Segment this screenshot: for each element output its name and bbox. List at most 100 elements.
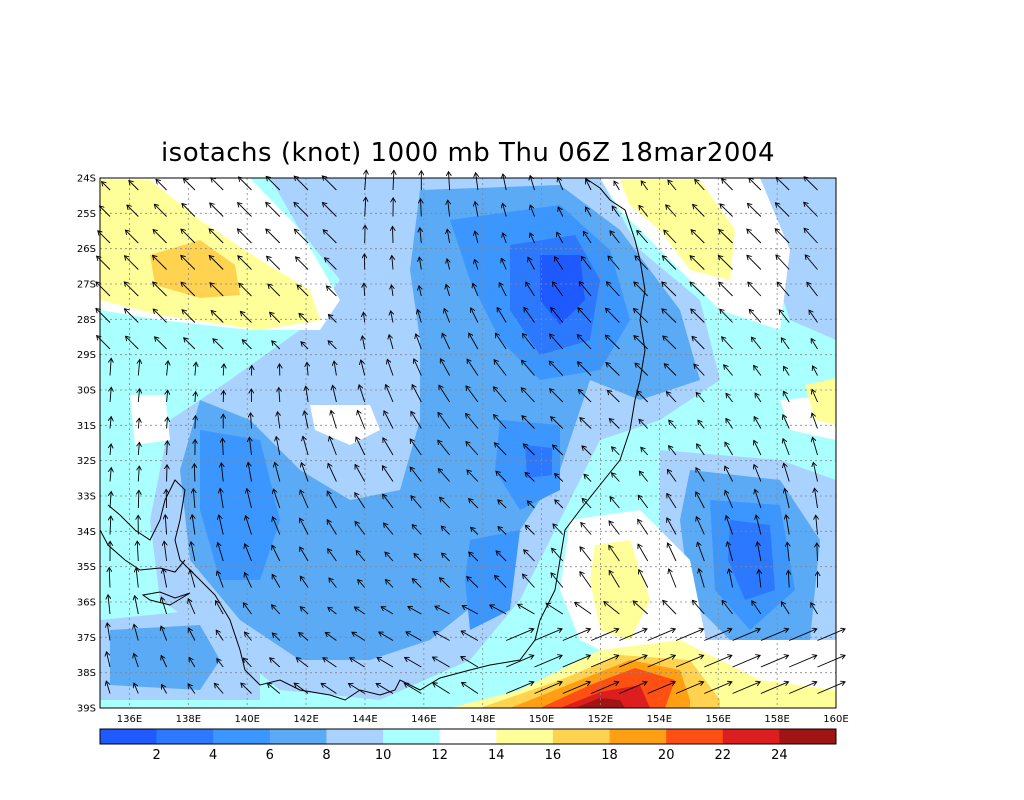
- wind-arrow: [634, 336, 649, 350]
- lat-label: 26S: [77, 244, 96, 255]
- wind-arrow: [221, 463, 223, 482]
- band-red: [560, 685, 650, 708]
- wind-arrow: [805, 255, 818, 270]
- wind-arrow: [581, 523, 592, 535]
- lat-label: 38S: [77, 668, 96, 679]
- wind-arrow: [167, 390, 168, 403]
- colorbar-label: 6: [266, 748, 274, 763]
- wind-arrow: [136, 568, 138, 588]
- wind-arrow: [433, 657, 450, 668]
- wind-arrow: [190, 570, 196, 588]
- wind-arrow: [558, 207, 564, 217]
- lon-label: 152E: [588, 714, 613, 725]
- wind-arrow: [110, 387, 111, 403]
- wind-arrow: [606, 308, 620, 323]
- wind-arrow: [301, 463, 309, 482]
- wind-arrow: [641, 447, 649, 456]
- wind-arrow: [359, 385, 366, 403]
- wind-arrow: [775, 229, 790, 244]
- wind-arrow: [466, 386, 479, 403]
- wind-arrow: [167, 417, 168, 429]
- wind-arrow: [239, 283, 252, 297]
- wind-arrow: [448, 200, 450, 217]
- wind-arrow: [607, 390, 620, 403]
- wind-arrow: [237, 229, 252, 244]
- wind-arrow: [410, 467, 422, 482]
- wind-arrow: [815, 488, 818, 509]
- wind-arrow: [469, 499, 479, 509]
- wind-arrow: [562, 682, 591, 694]
- wind-arrow: [578, 308, 592, 323]
- wind-arrow: [634, 309, 649, 323]
- wind-arrow: [184, 338, 196, 350]
- wind-arrow: [328, 549, 337, 562]
- wind-arrow: [323, 658, 337, 668]
- wind-arrow: [590, 655, 619, 668]
- lon-label: 146E: [411, 714, 436, 725]
- wind-arrow: [726, 516, 734, 535]
- wind-arrow: [328, 607, 337, 615]
- wind-arrow: [699, 569, 705, 588]
- wind-arrow: [726, 419, 733, 429]
- wind-arrow: [110, 468, 111, 482]
- wind-arrow: [270, 312, 281, 323]
- wind-arrow: [775, 203, 790, 217]
- wind-arrow: [446, 285, 451, 297]
- wind-arrow: [719, 230, 733, 244]
- wind-arrow: [606, 282, 620, 297]
- colorbar-swatch: [722, 729, 780, 744]
- wind-arrow: [100, 206, 111, 217]
- wind-arrow: [300, 547, 309, 562]
- wind-arrow: [134, 654, 139, 668]
- wind-arrow: [530, 233, 535, 244]
- wind-arrow: [384, 523, 394, 535]
- wind-arrow: [209, 229, 224, 244]
- wind-arrow: [272, 605, 281, 615]
- wind-arrow: [134, 683, 139, 694]
- wind-arrow: [438, 440, 450, 456]
- colorbar: 2 4 6 8 10 12 14 16 18 20 22 24: [99, 728, 837, 763]
- wind-arrow: [813, 366, 818, 376]
- wind-arrow: [503, 174, 507, 191]
- wind-arrow: [110, 516, 111, 535]
- wind-arrow: [694, 364, 705, 376]
- wind-arrow: [696, 393, 705, 403]
- wind-arrow: [609, 521, 620, 535]
- wind-arrow: [412, 525, 422, 535]
- wind-arrow: [391, 311, 393, 323]
- wind-arrow: [138, 418, 139, 429]
- wind-arrow: [392, 256, 393, 270]
- wind-arrow: [692, 336, 705, 350]
- wind-arrow: [493, 387, 507, 403]
- wind-arrow: [551, 573, 564, 588]
- wind-arrow: [223, 364, 224, 376]
- wind-arrow: [248, 462, 252, 482]
- wind-arrow: [722, 600, 733, 615]
- wind-arrow: [787, 542, 789, 562]
- wind-arrow: [663, 600, 677, 615]
- wind-arrow: [813, 462, 818, 482]
- wind-arrow: [384, 411, 394, 429]
- wind-arrow: [817, 629, 846, 641]
- wind-arrow: [812, 437, 818, 456]
- wind-arrow: [518, 604, 535, 615]
- wind-arrow: [749, 178, 762, 191]
- colorbar-frame: [99, 728, 837, 745]
- wind-arrow: [789, 629, 817, 641]
- wind-arrow: [639, 205, 649, 217]
- colorbar-label: 24: [771, 748, 788, 763]
- wind-arrow: [691, 230, 705, 244]
- wind-arrow: [696, 517, 705, 535]
- wind-arrow: [138, 389, 139, 403]
- wind-arrow: [580, 572, 592, 588]
- colorbar-label: 16: [545, 748, 562, 763]
- wind-arrow: [692, 600, 705, 615]
- band-dark-red: [575, 698, 625, 708]
- wind-arrow: [662, 309, 677, 323]
- colorbar-label: 12: [431, 748, 448, 763]
- wind-arrow: [242, 340, 252, 350]
- wind-arrow: [138, 360, 140, 376]
- lon-label: 154E: [647, 714, 672, 725]
- wind-arrow: [664, 364, 677, 376]
- wind-arrow: [722, 179, 733, 191]
